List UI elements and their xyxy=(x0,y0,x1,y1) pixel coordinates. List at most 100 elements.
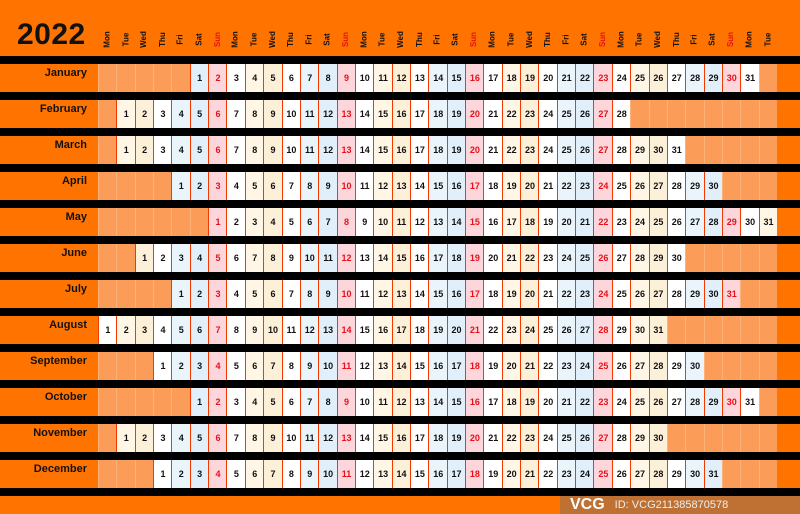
day-cell[interactable]: 28 xyxy=(630,244,649,272)
day-cell[interactable]: 15 xyxy=(428,280,448,308)
day-cell[interactable]: 29 xyxy=(721,208,741,236)
day-cell[interactable]: 26 xyxy=(611,352,631,380)
day-cell[interactable]: 17 xyxy=(483,388,503,416)
day-cell[interactable]: 15 xyxy=(354,316,374,344)
day-cell[interactable]: 21 xyxy=(520,460,539,488)
day-cell[interactable]: 26 xyxy=(575,424,594,452)
day-cell[interactable]: 7 xyxy=(299,388,319,416)
day-cell[interactable]: 21 xyxy=(575,208,594,236)
day-cell[interactable]: 14 xyxy=(354,136,374,164)
day-cell[interactable]: 19 xyxy=(520,64,539,92)
day-cell[interactable]: 29 xyxy=(666,352,686,380)
day-cell[interactable]: 30 xyxy=(685,460,705,488)
day-cell[interactable]: 16 xyxy=(428,460,448,488)
day-cell[interactable]: 8 xyxy=(281,460,301,488)
day-cell[interactable]: 19 xyxy=(446,136,466,164)
day-cell[interactable]: 1 xyxy=(189,64,209,92)
day-cell[interactable]: 26 xyxy=(648,64,668,92)
day-cell[interactable]: 22 xyxy=(538,352,558,380)
day-cell[interactable]: 5 xyxy=(226,352,246,380)
day-cell[interactable]: 21 xyxy=(483,100,503,128)
day-cell[interactable]: 13 xyxy=(391,172,411,200)
day-cell[interactable]: 8 xyxy=(318,64,338,92)
day-cell[interactable]: 19 xyxy=(446,100,466,128)
day-cell[interactable]: 23 xyxy=(611,208,631,236)
day-cell[interactable]: 2 xyxy=(134,136,154,164)
day-cell[interactable]: 29 xyxy=(703,388,723,416)
day-cell[interactable]: 22 xyxy=(593,208,613,236)
day-cell[interactable]: 21 xyxy=(538,172,558,200)
day-cell[interactable]: 9 xyxy=(263,100,282,128)
day-cell[interactable]: 2 xyxy=(171,460,191,488)
day-cell[interactable]: 9 xyxy=(263,424,282,452)
day-cell[interactable]: 12 xyxy=(354,460,374,488)
day-cell[interactable]: 7 xyxy=(226,100,246,128)
day-cell[interactable]: 15 xyxy=(391,244,411,272)
day-cell[interactable]: 16 xyxy=(373,316,393,344)
day-cell[interactable]: 12 xyxy=(318,100,338,128)
day-cell[interactable]: 9 xyxy=(299,352,319,380)
day-cell[interactable]: 3 xyxy=(171,244,191,272)
day-cell[interactable]: 11 xyxy=(354,172,374,200)
day-cell[interactable]: 10 xyxy=(354,388,374,416)
day-cell[interactable]: 9 xyxy=(354,208,374,236)
day-cell[interactable]: 31 xyxy=(758,208,778,236)
day-cell[interactable]: 3 xyxy=(208,280,227,308)
day-cell[interactable]: 18 xyxy=(520,208,539,236)
day-cell[interactable]: 12 xyxy=(409,208,429,236)
day-cell[interactable]: 9 xyxy=(244,316,264,344)
day-cell[interactable]: 22 xyxy=(575,388,594,416)
day-cell[interactable]: 21 xyxy=(556,388,576,416)
day-cell[interactable]: 4 xyxy=(171,100,191,128)
day-cell[interactable]: 3 xyxy=(153,424,172,452)
day-cell[interactable]: 25 xyxy=(538,316,558,344)
day-cell[interactable]: 3 xyxy=(226,64,246,92)
day-cell[interactable]: 17 xyxy=(409,136,429,164)
day-cell[interactable]: 23 xyxy=(520,136,539,164)
day-cell[interactable]: 17 xyxy=(501,208,521,236)
day-cell[interactable]: 17 xyxy=(409,100,429,128)
day-cell[interactable]: 3 xyxy=(208,172,227,200)
day-cell[interactable]: 5 xyxy=(189,424,209,452)
day-cell[interactable]: 28 xyxy=(611,136,631,164)
day-cell[interactable]: 3 xyxy=(153,136,172,164)
day-cell[interactable]: 28 xyxy=(648,352,668,380)
day-cell[interactable]: 17 xyxy=(483,64,503,92)
day-cell[interactable]: 29 xyxy=(703,64,723,92)
day-cell[interactable]: 24 xyxy=(630,208,649,236)
day-cell[interactable]: 27 xyxy=(593,424,613,452)
day-cell[interactable]: 25 xyxy=(556,100,576,128)
day-cell[interactable]: 27 xyxy=(611,244,631,272)
day-cell[interactable]: 4 xyxy=(226,280,246,308)
day-cell[interactable]: 31 xyxy=(666,136,686,164)
day-cell[interactable]: 19 xyxy=(483,352,503,380)
day-cell[interactable]: 15 xyxy=(373,136,393,164)
day-cell[interactable]: 25 xyxy=(593,352,613,380)
day-cell[interactable]: 4 xyxy=(208,460,227,488)
day-cell[interactable]: 5 xyxy=(226,460,246,488)
day-cell[interactable]: 14 xyxy=(354,424,374,452)
day-cell[interactable]: 24 xyxy=(575,352,594,380)
day-cell[interactable]: 11 xyxy=(281,316,301,344)
day-cell[interactable]: 20 xyxy=(520,280,539,308)
day-cell[interactable]: 25 xyxy=(611,280,631,308)
day-cell[interactable]: 5 xyxy=(244,280,264,308)
day-cell[interactable]: 14 xyxy=(336,316,356,344)
day-cell[interactable]: 13 xyxy=(336,424,356,452)
day-cell[interactable]: 16 xyxy=(446,280,466,308)
day-cell[interactable]: 3 xyxy=(189,460,209,488)
day-cell[interactable]: 15 xyxy=(446,388,466,416)
day-cell[interactable]: 24 xyxy=(538,136,558,164)
day-cell[interactable]: 29 xyxy=(611,316,631,344)
day-cell[interactable]: 28 xyxy=(685,388,705,416)
day-cell[interactable]: 31 xyxy=(740,388,760,416)
day-cell[interactable]: 22 xyxy=(501,136,521,164)
day-cell[interactable]: 26 xyxy=(666,208,686,236)
day-cell[interactable]: 22 xyxy=(483,316,503,344)
day-cell[interactable]: 15 xyxy=(373,100,393,128)
day-cell[interactable]: 27 xyxy=(666,64,686,92)
day-cell[interactable]: 13 xyxy=(318,316,338,344)
day-cell[interactable]: 27 xyxy=(666,388,686,416)
day-cell[interactable]: 10 xyxy=(336,172,356,200)
day-cell[interactable]: 16 xyxy=(391,100,411,128)
